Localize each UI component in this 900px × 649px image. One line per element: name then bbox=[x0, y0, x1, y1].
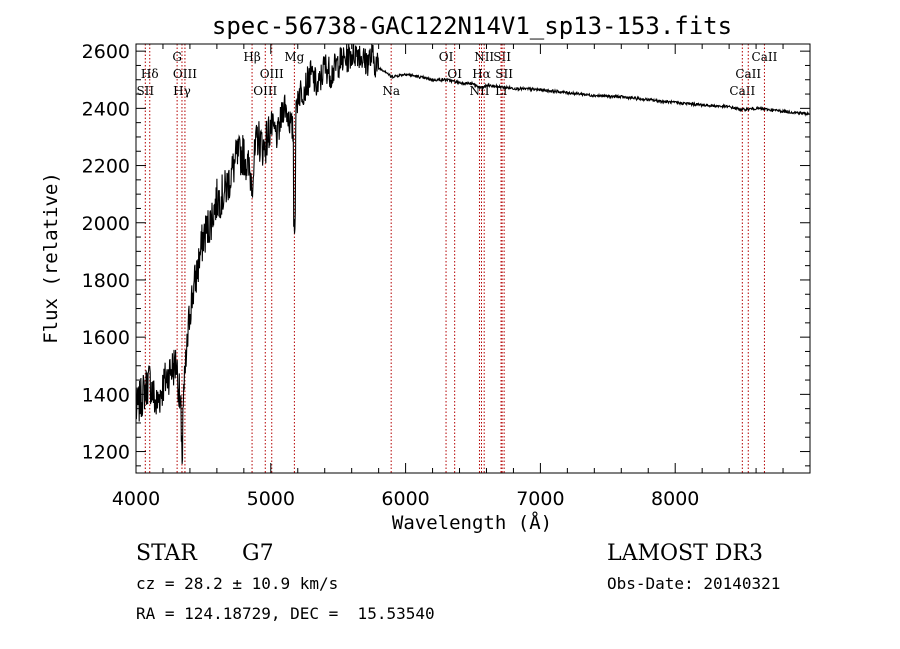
line-marker-label: G bbox=[172, 50, 182, 64]
y-tick-label: 1600 bbox=[82, 327, 130, 349]
line-marker-label: CaII bbox=[729, 84, 755, 98]
obs-date: Obs-Date: 20140321 bbox=[607, 574, 780, 593]
survey-name: LAMOST DR3 bbox=[607, 541, 763, 566]
y-axis: 1200 1400 1600 1800 2000 2200 2400 2600 bbox=[82, 41, 810, 467]
line-marker-label: Mg bbox=[284, 50, 304, 64]
line-marker-label: OIII bbox=[173, 67, 197, 81]
spectrum-line bbox=[135, 43, 811, 464]
line-marker-label: Na bbox=[382, 84, 400, 98]
chart-title: spec-56738-GAC122N14V1_sp13-153.fits bbox=[212, 12, 732, 40]
y-tick-label: 2200 bbox=[82, 156, 130, 178]
line-marker-label: CaII bbox=[752, 50, 778, 64]
y-tick-label: 2400 bbox=[82, 98, 130, 120]
x-tick-label: 6000 bbox=[381, 488, 429, 510]
y-tick-label: 1800 bbox=[82, 270, 130, 292]
line-marker-label: CaII bbox=[735, 67, 761, 81]
x-tick-label: 5000 bbox=[247, 488, 295, 510]
line-marker-label: Hγ bbox=[173, 84, 191, 98]
y-axis-label: Flux (relative) bbox=[40, 172, 62, 344]
y-tick-label: 2000 bbox=[82, 213, 130, 235]
line-marker-label: NII bbox=[474, 50, 494, 64]
object-subclass: G7 bbox=[242, 541, 274, 566]
y-tick-label: 2600 bbox=[82, 41, 130, 63]
line-marker-label: SII bbox=[136, 84, 154, 98]
line-marker-label: OIII bbox=[260, 67, 284, 81]
y-tick-label: 1400 bbox=[82, 384, 130, 406]
x-axis: 4000 5000 6000 7000 8000 bbox=[112, 44, 811, 510]
x-tick-label: 4000 bbox=[112, 488, 160, 510]
line-marker-label: SII bbox=[495, 67, 513, 81]
x-tick-label: 8000 bbox=[651, 488, 699, 510]
x-axis-label: Wavelength (Å) bbox=[392, 511, 552, 534]
line-marker-label: OI bbox=[439, 50, 454, 64]
line-marker-label: Hα bbox=[472, 67, 491, 81]
line-marker-label: OIII bbox=[253, 84, 277, 98]
line-marker-label: Hβ bbox=[243, 50, 260, 64]
line-marker-label: SII bbox=[493, 50, 511, 64]
line-marker-label: Hδ bbox=[141, 67, 159, 81]
x-tick-label: 7000 bbox=[516, 488, 564, 510]
line-marker-label: Li bbox=[495, 84, 507, 98]
object-class: STAR bbox=[136, 541, 198, 566]
coordinates-readout: RA = 124.18729, DEC = 15.53540 bbox=[136, 604, 435, 623]
line-marker-label: OI bbox=[447, 67, 462, 81]
plot-frame bbox=[135, 43, 811, 474]
redshift-readout: cz = 28.2 ± 10.9 km/s bbox=[136, 574, 338, 593]
spectrum-series bbox=[135, 43, 811, 464]
y-tick-label: 1200 bbox=[82, 442, 130, 464]
